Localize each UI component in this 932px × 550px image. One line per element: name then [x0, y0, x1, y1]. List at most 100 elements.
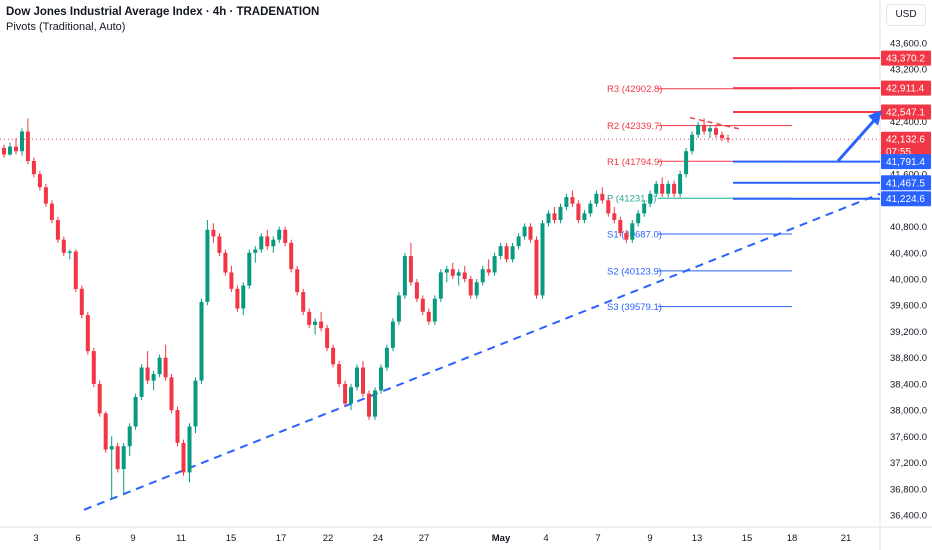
time-axis[interactable]: 3 6 9 11 15 17 22 24 27 May 4 7 9 13 15 18 21 — [33, 533, 851, 544]
candle-body — [109, 446, 114, 450]
candle-body — [618, 220, 623, 234]
candle-body — [85, 315, 90, 352]
candle-body — [121, 446, 126, 470]
time-tick-label: 13 — [692, 533, 703, 544]
pivot-label: P (41231.8) — [607, 194, 656, 205]
candle-body — [552, 213, 557, 220]
candle-body — [103, 413, 108, 450]
candle-body — [235, 288, 240, 309]
time-tick-label: 4 — [543, 533, 548, 544]
projection-arrow-shaft — [836, 112, 882, 162]
candle-body — [474, 282, 479, 296]
time-tick-label: 15 — [742, 533, 753, 544]
candle-body — [648, 193, 653, 204]
chart-title: Dow Jones Industrial Average Index · 4h … — [6, 6, 320, 18]
candle-body — [528, 226, 533, 240]
candle-body — [187, 426, 192, 473]
candle-body — [612, 213, 617, 220]
price-tag — [881, 175, 931, 191]
candle-body — [8, 146, 12, 155]
chart-legend: Dow Jones Industrial Average Index · 4h … — [6, 6, 319, 33]
candle-body — [205, 229, 210, 302]
price-tick-label: 38,800.0 — [890, 353, 927, 364]
candle-body — [49, 203, 54, 220]
candle-body — [223, 252, 228, 273]
candle-body — [55, 220, 60, 240]
candle-body — [462, 272, 467, 279]
candle-body — [600, 193, 605, 201]
time-tick-label: 22 — [323, 533, 334, 544]
pivot-label: S3 (39579.1) — [607, 302, 662, 313]
indicator-label: Pivots (Traditional, Auto) — [6, 21, 126, 33]
candle-body — [402, 256, 407, 296]
price-tick-label: 39,200.0 — [890, 327, 927, 338]
price-tick-label: 40,400.0 — [890, 248, 927, 259]
candle-body — [271, 239, 276, 247]
price-tick-label: 43,600.0 — [890, 39, 927, 50]
candle-body — [420, 298, 425, 312]
price-tag — [881, 131, 931, 160]
candle-body — [660, 183, 665, 194]
price-tick-label: 40,000.0 — [890, 275, 927, 286]
candle-body — [25, 131, 30, 161]
price-tick-label: 36,400.0 — [890, 511, 927, 522]
candle-body — [193, 380, 198, 427]
candle-body — [199, 301, 204, 381]
price-tick-label: 41,600.0 — [890, 170, 927, 181]
candle-body — [73, 251, 78, 289]
candle-body — [277, 229, 282, 240]
candle-body — [690, 134, 695, 152]
candle-body — [157, 357, 162, 375]
candle-body — [97, 383, 102, 414]
price-tag-label: 41,467.5 — [886, 178, 925, 189]
price-axis[interactable]: 43,600.0 43,200.0 42,400.0 41,600.0 40,800.0… — [881, 39, 931, 522]
price-tag — [881, 154, 931, 170]
candle-body — [253, 249, 258, 253]
time-tick-label: 11 — [176, 533, 186, 544]
price-tick-label: 42,400.0 — [890, 117, 927, 128]
candle-body — [522, 226, 527, 237]
countdown-label: 07:55 — [886, 147, 911, 158]
candle-body — [450, 269, 455, 276]
candle-body — [558, 206, 563, 220]
candle-body — [684, 151, 689, 175]
price-tick-label: 38,400.0 — [890, 379, 927, 390]
time-tick-label: May — [492, 533, 511, 544]
candle-body — [67, 251, 72, 253]
candle-body — [594, 193, 599, 204]
candle-body — [720, 134, 724, 139]
candle-body — [570, 197, 575, 204]
time-tick-label: 17 — [276, 533, 287, 544]
candle-body — [384, 347, 389, 368]
pivot-label: S1 (40687.0) — [607, 230, 662, 241]
price-tag-label: 42,911.4 — [886, 84, 925, 95]
candle-body — [139, 367, 144, 397]
price-tag-label: 43,370.2 — [886, 54, 925, 65]
projection-arrow-head — [868, 109, 882, 126]
candle-body — [367, 393, 371, 417]
price-tag — [881, 104, 931, 120]
time-tick-label: 27 — [419, 533, 430, 544]
candle-body — [289, 242, 294, 270]
candle-body — [373, 390, 377, 417]
candle-body — [343, 383, 348, 404]
price-tag — [881, 80, 931, 96]
candle-body — [79, 288, 84, 315]
price-tag-label: 41,224.6 — [886, 194, 925, 205]
price-tick-label: 38,000.0 — [890, 406, 927, 417]
price-tick-label: 37,200.0 — [890, 458, 927, 469]
candle-body — [61, 239, 66, 253]
currency-button[interactable]: USD — [886, 4, 926, 26]
pivot-label: R3 (42902.8) — [607, 84, 662, 95]
time-tick-label: 9 — [130, 533, 135, 544]
candle-body — [642, 203, 647, 214]
candle-body — [426, 311, 431, 322]
price-tick-label: 43,200.0 — [890, 65, 927, 76]
time-tick-label: 24 — [373, 533, 384, 544]
candle-body — [678, 174, 683, 194]
pivot-label: S2 (40123.9) — [607, 266, 662, 277]
candle-body — [337, 364, 342, 384]
candle-body — [20, 131, 24, 152]
